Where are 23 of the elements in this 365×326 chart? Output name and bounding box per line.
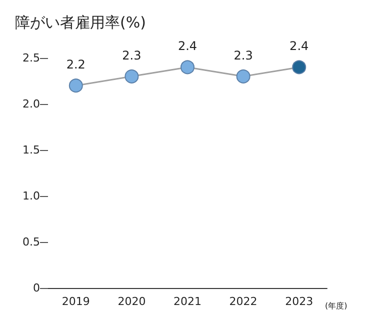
point — [180, 60, 194, 74]
point — [292, 60, 306, 74]
y-tick-label: 1.0 — [22, 190, 40, 202]
chart-title: 障がい者雇用率(%) — [15, 14, 146, 32]
data-label: 2.2 — [66, 58, 86, 72]
point — [68, 78, 83, 93]
x-tick-label: 2020 — [118, 295, 146, 308]
x-tick-label: 2023 — [285, 295, 314, 308]
point — [236, 69, 250, 84]
y-tick-label: 2.0 — [22, 98, 40, 110]
x-tick-label: 2022 — [229, 295, 258, 308]
data-label: 2.3 — [122, 48, 142, 62]
x-axis-title: (年度) — [325, 302, 348, 310]
point — [124, 69, 139, 84]
y-tick-label: 1.5 — [22, 144, 40, 156]
data-label: 2.4 — [290, 39, 309, 54]
y-tick-label: 0.5 — [22, 236, 40, 248]
y-tick-label: 0 — [33, 282, 40, 294]
y-tick-label: 2.5 — [22, 52, 40, 64]
x-tick-label: 2019 — [62, 295, 90, 308]
data-label: 2.4 — [178, 39, 198, 54]
x-tick-label: 2021 — [174, 295, 202, 308]
data-label: 2.3 — [234, 48, 253, 62]
